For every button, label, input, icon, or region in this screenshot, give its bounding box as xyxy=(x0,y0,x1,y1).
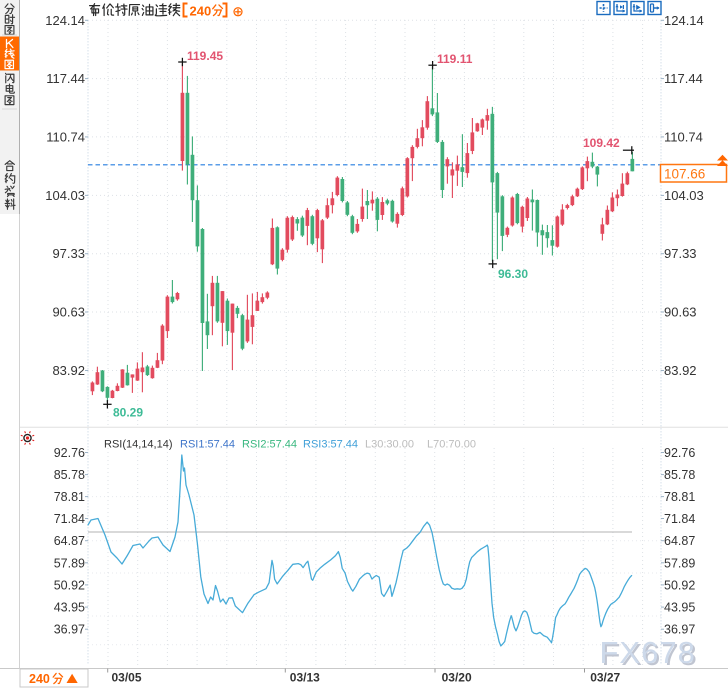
svg-text:97.33: 97.33 xyxy=(664,246,697,261)
svg-text:110.74: 110.74 xyxy=(46,129,85,144)
svg-text:119.45: 119.45 xyxy=(187,49,223,63)
svg-text:RSI(14,14,14): RSI(14,14,14) xyxy=(104,439,172,451)
svg-text:96.30: 96.30 xyxy=(498,267,528,281)
svg-text:78.81: 78.81 xyxy=(54,490,85,504)
svg-text:03/27: 03/27 xyxy=(590,671,620,685)
svg-text:RSI1:57.44: RSI1:57.44 xyxy=(180,439,235,451)
svg-text:90.63: 90.63 xyxy=(664,305,697,320)
svg-text:03/05: 03/05 xyxy=(112,671,142,685)
svg-text:83.92: 83.92 xyxy=(664,363,697,378)
svg-text:57.89: 57.89 xyxy=(664,556,695,570)
svg-text:110.74: 110.74 xyxy=(664,129,703,144)
svg-text:104.03: 104.03 xyxy=(45,188,85,203)
svg-text:03/13: 03/13 xyxy=(290,671,320,685)
svg-text:43.95: 43.95 xyxy=(664,601,695,615)
svg-text:107.66: 107.66 xyxy=(664,167,705,182)
svg-text:71.84: 71.84 xyxy=(54,512,85,526)
svg-text:78.81: 78.81 xyxy=(664,490,695,504)
svg-text:71.84: 71.84 xyxy=(664,512,695,526)
svg-text:83.92: 83.92 xyxy=(52,363,85,378)
svg-text:117.44: 117.44 xyxy=(46,71,85,86)
svg-text:43.95: 43.95 xyxy=(54,601,85,615)
svg-text:109.42: 109.42 xyxy=(583,136,620,150)
svg-text:03/20: 03/20 xyxy=(442,671,472,685)
svg-text:240: 240 xyxy=(190,4,212,19)
svg-text:36.97: 36.97 xyxy=(664,623,695,637)
svg-text:50.92: 50.92 xyxy=(664,578,695,592)
svg-text:90.63: 90.63 xyxy=(52,305,85,320)
svg-text:50.92: 50.92 xyxy=(54,578,85,592)
svg-text:36.97: 36.97 xyxy=(54,623,85,637)
svg-text:L30:30.00: L30:30.00 xyxy=(365,439,414,451)
svg-text:124.14: 124.14 xyxy=(664,13,704,28)
svg-text:FX678: FX678 xyxy=(600,635,696,670)
svg-text:64.87: 64.87 xyxy=(664,534,695,548)
svg-text:85.78: 85.78 xyxy=(54,468,85,482)
svg-text:57.89: 57.89 xyxy=(54,556,85,570)
svg-text:92.76: 92.76 xyxy=(54,446,85,460)
svg-text:97.33: 97.33 xyxy=(52,246,85,261)
svg-text:80.29: 80.29 xyxy=(113,406,143,420)
svg-text:FX678: FX678 xyxy=(602,637,698,672)
svg-text:L70:70.00: L70:70.00 xyxy=(427,439,476,451)
svg-text:124.14: 124.14 xyxy=(45,13,85,28)
svg-text:RSI3:57.44: RSI3:57.44 xyxy=(303,439,358,451)
svg-text:117.44: 117.44 xyxy=(664,71,703,86)
svg-text:104.03: 104.03 xyxy=(664,188,704,203)
svg-text:119.11: 119.11 xyxy=(437,52,473,66)
svg-text:240: 240 xyxy=(29,672,50,686)
svg-text:RSI2:57.44: RSI2:57.44 xyxy=(242,439,297,451)
svg-text:85.78: 85.78 xyxy=(664,468,695,482)
svg-text:92.76: 92.76 xyxy=(664,446,695,460)
svg-text:64.87: 64.87 xyxy=(54,534,85,548)
